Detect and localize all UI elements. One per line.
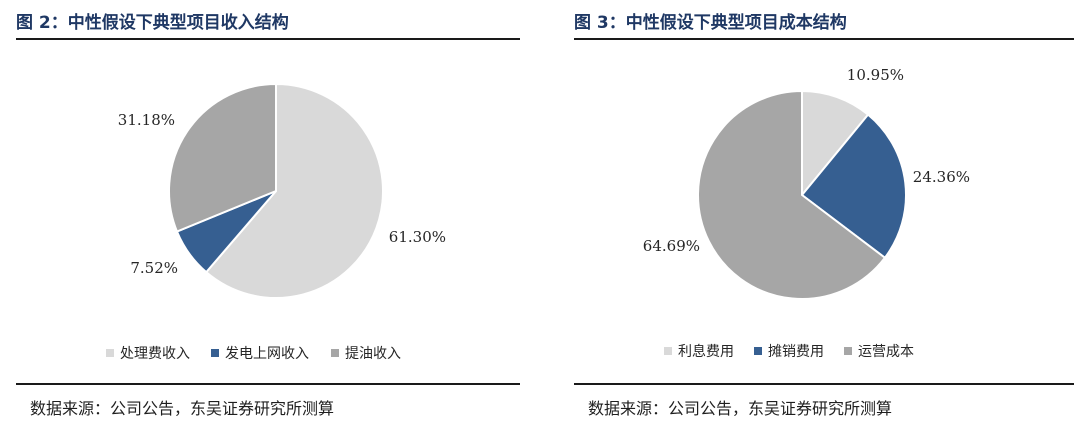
cost-pie-chart: 10.95% 24.36% 64.69% 利息费用 摊销费用 运营成本 [643, 66, 970, 360]
legend-swatch [844, 347, 852, 355]
revenue-pie-chart: 61.30% 7.52% 31.18% 处理费收入 发电上网收入 提油收入 [106, 82, 446, 362]
pie-slice-3 [697, 89, 887, 300]
source-rule [574, 383, 1074, 385]
slice-value-label: 24.36% [913, 168, 970, 186]
legend-label: 运营成本 [858, 344, 914, 360]
slice-value-label: 61.30% [389, 228, 446, 246]
legend-swatch [106, 349, 114, 357]
pie-slice-3 [168, 82, 277, 233]
source-note: 数据来源：公司公告，东吴证券研究所测算 [30, 399, 335, 418]
source-note: 数据来源：公司公告，东吴证券研究所测算 [588, 399, 893, 418]
slice-value-label: 64.69% [643, 237, 700, 255]
chart-legend: 利息费用 摊销费用 运营成本 [664, 343, 914, 360]
slice-value-label: 31.18% [118, 111, 175, 129]
chart-title: 图 3：中性假设下典型项目成本结构 [574, 13, 847, 33]
pie-slice-1 [204, 82, 384, 299]
legend-swatch [331, 349, 339, 357]
chart-panel-cost: 图 3：中性假设下典型项目成本结构 10.95% 24.36% 64.69% 利息费用… [558, 0, 1074, 444]
title-rule [574, 38, 1074, 40]
legend-label: 处理费收入 [120, 346, 190, 362]
pie-slice-1 [801, 89, 870, 198]
legend-swatch [664, 347, 672, 355]
legend-label: 摊销费用 [768, 344, 824, 360]
legend-swatch [754, 347, 762, 355]
title-rule [16, 38, 520, 40]
legend-label: 提油收入 [345, 346, 401, 362]
pie-slice-2 [800, 113, 907, 260]
legend-label: 利息费用 [678, 343, 734, 360]
chart-panel-revenue: 图 2：中性假设下典型项目收入结构 61.30% 7.52% 31.18% 处理费收入… [0, 0, 520, 444]
source-rule [16, 383, 520, 385]
legend-label: 发电上网收入 [225, 346, 309, 362]
chart-title: 图 2：中性假设下典型项目收入结构 [16, 13, 289, 33]
slice-value-label: 10.95% [847, 66, 904, 84]
slice-value-label: 7.52% [130, 259, 178, 277]
legend-swatch [211, 349, 219, 357]
chart-legend: 处理费收入 发电上网收入 提油收入 [106, 346, 401, 362]
